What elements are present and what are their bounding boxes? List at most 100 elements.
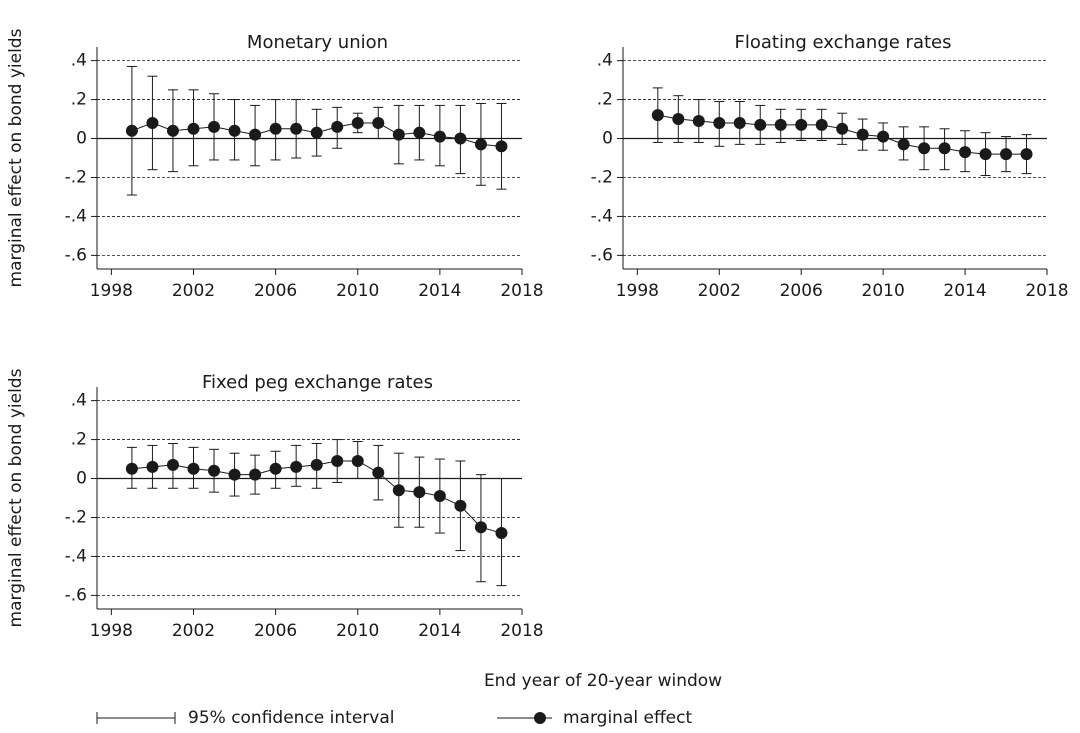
y-tick-label: .2 [71, 90, 87, 110]
y-tick-label: -.4 [591, 206, 613, 226]
x-tick-label: 2014 [943, 281, 986, 301]
effect-marker [433, 130, 446, 143]
effect-marker [392, 484, 405, 497]
x-tick-label: 1998 [616, 281, 659, 301]
x-tick-label: 2014 [418, 621, 461, 641]
effect-marker [918, 142, 931, 155]
y-tick-label: -.4 [65, 546, 87, 566]
x-tick-label: 2010 [336, 621, 379, 641]
effect-marker [208, 120, 221, 133]
effect-marker [672, 113, 685, 126]
effect-marker [713, 116, 726, 129]
effect-marker [166, 124, 179, 137]
x-tick-label: 2006 [254, 281, 297, 301]
effect-marker [454, 499, 467, 512]
chart-title: Floating exchange rates [734, 32, 951, 53]
effect-marker [856, 128, 869, 141]
x-tick-label: 2014 [418, 281, 461, 301]
legend: 95% confidence interval marginal effect [96, 708, 692, 728]
effect-marker [413, 126, 426, 139]
legend-marker [534, 712, 546, 724]
x-tick-label: 1998 [90, 621, 133, 641]
effect-marker [1020, 148, 1033, 161]
effect-marker [733, 116, 746, 129]
y-tick-label: -.2 [65, 167, 87, 187]
effect-marker [166, 458, 179, 471]
effect-marker [392, 128, 405, 141]
chart-title: Fixed peg exchange rates [202, 372, 433, 393]
y-tick-label: 0 [76, 469, 87, 489]
effect-marker [474, 138, 487, 151]
y-tick-label: .2 [597, 90, 613, 110]
x-tick-label: 2018 [500, 621, 543, 641]
effect-marker [208, 464, 221, 477]
effect-marker [433, 490, 446, 503]
chart-title: Monetary union [247, 32, 388, 53]
y-tick-label: .2 [71, 430, 87, 450]
effect-marker [290, 460, 303, 473]
effect-marker [495, 140, 508, 153]
effect-marker [351, 116, 364, 129]
effect-marker [372, 466, 385, 479]
effect-marker [754, 118, 767, 131]
effect-marker [454, 132, 467, 145]
effect-marker [774, 118, 787, 131]
y-tick-label: 0 [602, 129, 613, 149]
y-tick-label: -.6 [591, 245, 613, 265]
effect-marker [125, 124, 138, 137]
y-tick-label: .4 [597, 51, 613, 71]
effect-marker [290, 122, 303, 135]
effect-marker [146, 116, 159, 129]
effect-marker [979, 148, 992, 161]
effect-marker [372, 116, 385, 129]
x-tick-label: 2010 [862, 281, 905, 301]
effect-marker [938, 142, 951, 155]
y-tick-label: -.2 [65, 507, 87, 527]
effect-marker [125, 462, 138, 475]
effect-marker [249, 128, 262, 141]
y-tick-label: -.2 [591, 167, 613, 187]
effect-marker [269, 462, 282, 475]
y-tick-label: -.4 [65, 206, 87, 226]
effect-marker [310, 126, 323, 139]
effect-marker [877, 130, 890, 143]
y-tick-label: -.6 [65, 585, 87, 605]
y-tick-label: .4 [71, 391, 87, 411]
x-tick-label: 2002 [698, 281, 741, 301]
y-axis-label: marginal effect on bond yields [6, 368, 26, 627]
x-axis-label: End year of 20-year window [484, 671, 722, 691]
effect-marker [269, 122, 282, 135]
effect-marker [187, 462, 200, 475]
effect-marker [692, 115, 705, 127]
legend-label: marginal effect [563, 708, 692, 728]
effect-marker [228, 468, 241, 481]
effect-marker [474, 521, 487, 534]
x-tick-label: 2002 [172, 281, 215, 301]
effect-marker [651, 109, 664, 122]
y-tick-label: -.6 [65, 245, 87, 265]
x-tick-label: 1998 [90, 281, 133, 301]
effect-marker [249, 468, 262, 481]
x-tick-label: 2018 [500, 281, 543, 301]
effect-marker [228, 124, 241, 137]
y-tick-label: .4 [71, 51, 87, 71]
effect-marker [495, 527, 508, 540]
effect-marker [351, 455, 364, 467]
effect-marker [795, 118, 808, 131]
x-tick-label: 2002 [172, 621, 215, 641]
x-tick-label: 2006 [780, 281, 823, 301]
y-axis-label: marginal effect on bond yields [6, 28, 26, 287]
x-tick-label: 2018 [1025, 281, 1068, 301]
effect-marker [836, 122, 849, 135]
y-tick-label: 0 [76, 129, 87, 149]
x-tick-label: 2010 [336, 281, 379, 301]
effect-marker [959, 146, 972, 159]
x-tick-label: 2006 [254, 621, 297, 641]
effect-marker [310, 458, 323, 471]
effect-marker [1000, 148, 1013, 161]
effect-marker [187, 122, 200, 135]
effect-marker [331, 455, 344, 467]
effect-marker [413, 486, 426, 499]
effect-marker [897, 138, 910, 151]
